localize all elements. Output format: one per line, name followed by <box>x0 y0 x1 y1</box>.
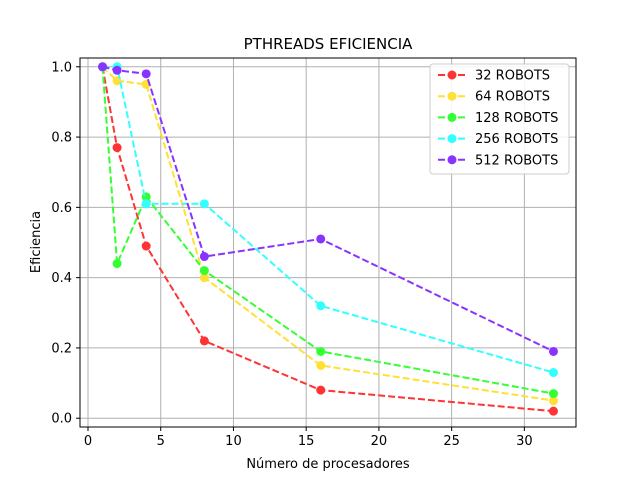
data-point <box>316 301 326 311</box>
data-point <box>112 259 122 269</box>
data-point <box>548 396 558 406</box>
legend-box <box>429 63 570 175</box>
series-layer <box>98 62 558 416</box>
data-point <box>141 199 151 209</box>
data-point <box>112 65 122 75</box>
data-point <box>548 346 558 356</box>
data-point <box>316 361 326 370</box>
legend-item: 32 ROBOTS <box>438 69 550 84</box>
data-point <box>199 336 209 346</box>
x-tick-label: 20 <box>371 434 388 449</box>
data-point <box>316 385 326 395</box>
y-tick-label: 0.2 <box>51 341 72 356</box>
data-point <box>316 346 326 356</box>
legend-marker <box>447 91 457 101</box>
legend-marker <box>447 70 457 80</box>
data-point <box>199 252 209 262</box>
legend-label: 256 ROBOTS <box>475 132 558 147</box>
x-axis-label: Número de procesadores <box>246 457 410 472</box>
data-point <box>112 143 122 153</box>
legend-item: 512 ROBOTS <box>438 153 558 168</box>
data-point <box>548 368 558 378</box>
data-point <box>548 389 558 399</box>
data-point <box>199 273 209 283</box>
y-axis-label: Eficiencia <box>29 211 44 273</box>
x-tick-label: 15 <box>298 434 315 449</box>
legend-label: 32 ROBOTS <box>475 69 550 84</box>
data-point <box>199 199 209 209</box>
legend-item: 128 ROBOTS <box>438 111 558 126</box>
legend-item: 256 ROBOTS <box>438 132 558 147</box>
legend-label: 512 ROBOTS <box>475 153 558 168</box>
series-5 <box>98 62 558 356</box>
ticks: 0 5 10 15 20 25 30 0.0 0.2 0.4 0.6 0.8 1.0 <box>51 60 532 449</box>
data-point <box>199 266 209 276</box>
legend-marker <box>447 112 457 122</box>
x-tick-label: 10 <box>225 434 242 449</box>
series-line <box>101 66 554 395</box>
data-point <box>98 62 108 72</box>
legend: 32 ROBOTS 64 ROBOTS 128 ROBOTS 256 ROBOTS 51… <box>429 63 570 175</box>
x-tick-label: 0 <box>84 434 92 449</box>
plot-frame <box>79 57 577 428</box>
data-point <box>316 234 326 244</box>
series-line <box>101 66 554 413</box>
y-tick-label: 0.4 <box>51 271 72 286</box>
legend-marker <box>447 134 457 144</box>
legend-marker <box>447 155 457 165</box>
y-tick-label: 0.6 <box>51 201 72 216</box>
y-tick-label: 1.0 <box>51 60 72 75</box>
x-tick-label: 25 <box>443 434 460 449</box>
legend-item: 64 ROBOTS <box>438 90 550 105</box>
x-tick-label: 30 <box>516 434 533 449</box>
data-point <box>548 406 558 416</box>
legend-label: 128 ROBOTS <box>475 111 558 126</box>
data-point <box>141 241 151 251</box>
chart-title: PTHREADS EFICIENCIA <box>244 35 414 53</box>
y-tick-label: 0.0 <box>51 412 72 427</box>
x-tick-label: 5 <box>157 434 165 449</box>
data-point <box>141 69 151 79</box>
legend-label: 64 ROBOTS <box>475 90 550 105</box>
y-tick-label: 0.8 <box>51 131 72 146</box>
